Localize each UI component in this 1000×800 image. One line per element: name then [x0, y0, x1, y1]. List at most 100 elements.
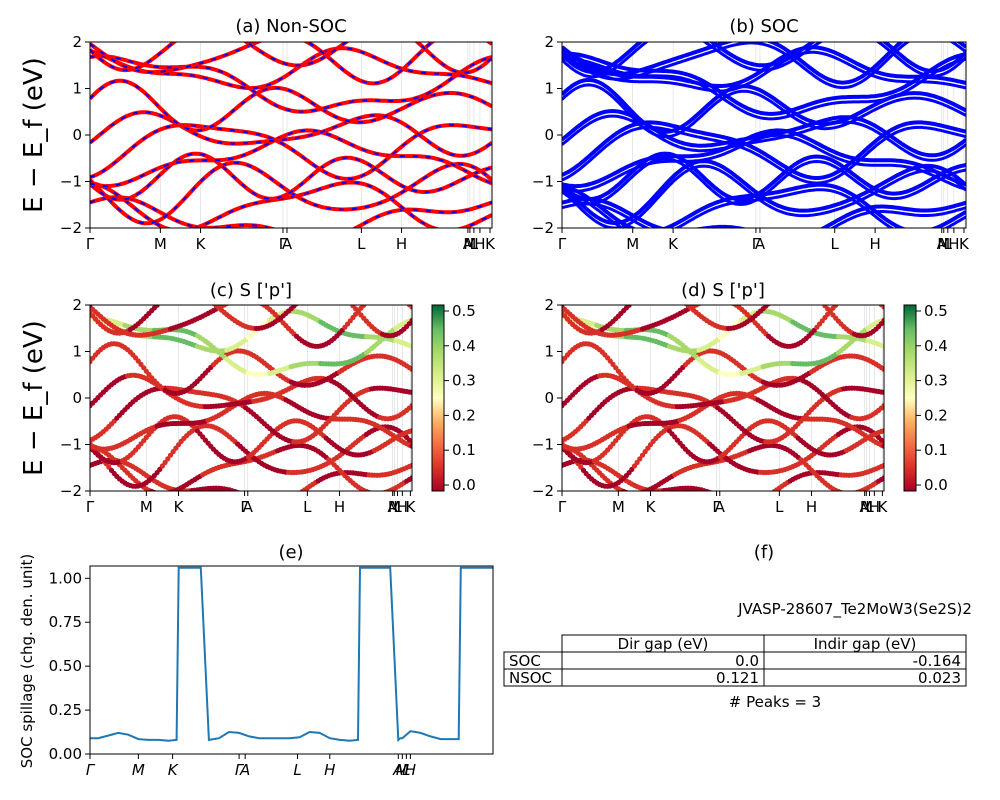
band-spin-down	[90, 79, 492, 132]
table-header-indir: Indir gap (eV)	[814, 635, 917, 653]
band-point	[160, 298, 165, 303]
band-point	[405, 305, 408, 306]
x-tick-label: H	[405, 761, 416, 779]
band-point	[262, 500, 267, 505]
band-point	[168, 292, 173, 297]
x-tick-label: H	[869, 235, 880, 253]
panel-e-ylabel: SOC spillage (chg. den. unit)	[18, 554, 36, 769]
y-tick-label: 1	[72, 80, 82, 98]
band-point	[298, 490, 301, 491]
spillage-layer	[90, 566, 493, 742]
band-point	[409, 428, 412, 434]
band-spin-up	[90, 195, 492, 228]
band-point	[661, 288, 666, 293]
x-tick-label: A	[392, 761, 403, 779]
band-point	[278, 500, 283, 505]
colorbar-tick-label: 0.0	[924, 476, 948, 494]
x-tick-label: Γ	[279, 235, 288, 253]
x-tick-label: L	[303, 498, 312, 516]
band-soc	[562, 128, 966, 189]
band-point	[316, 286, 321, 291]
colorbar-tick-label: 0.2	[924, 406, 948, 424]
band-point	[170, 449, 176, 455]
y-tick-label: 2	[544, 296, 554, 314]
band-point	[881, 317, 884, 324]
band-point	[380, 291, 385, 296]
band-point	[865, 293, 870, 298]
band-point	[291, 305, 297, 309]
band-point	[192, 289, 197, 294]
y-tick-label: 2	[544, 33, 554, 51]
band-point	[388, 291, 393, 296]
band-layer	[90, 286, 412, 505]
band-point	[332, 287, 337, 292]
band-point	[154, 305, 160, 308]
colorbar-tick-label: 0.3	[452, 372, 476, 390]
x-tick-label: Γ	[240, 498, 249, 516]
x-tick-label: L	[865, 498, 874, 516]
band-point	[745, 501, 750, 506]
band-spin-down	[90, 47, 492, 90]
band-point	[669, 292, 674, 297]
colorbar-c	[431, 304, 445, 492]
band-point	[289, 496, 294, 501]
band-point	[286, 497, 291, 502]
band-point	[651, 288, 656, 293]
x-tick-label: L	[831, 235, 840, 253]
band-point	[642, 449, 648, 455]
band-point	[726, 497, 731, 502]
band-point	[160, 491, 165, 496]
colorbar-tick-label: 0.3	[924, 372, 948, 390]
x-tick-label: L	[470, 235, 479, 253]
band-point	[844, 294, 849, 299]
x-tick-label: M	[612, 498, 625, 516]
x-tick-label: M	[154, 235, 167, 253]
band-point	[159, 463, 165, 469]
x-tick-label: K	[405, 498, 416, 516]
band-point	[851, 490, 853, 491]
band-point	[409, 366, 412, 372]
x-tick-label: A	[715, 498, 726, 516]
band-soc	[562, 196, 966, 228]
band-point	[409, 403, 412, 409]
y-tick-label: 0.75	[49, 613, 82, 631]
band-point	[329, 286, 334, 291]
band-point	[632, 491, 637, 496]
band-point	[675, 295, 680, 300]
band-point	[667, 290, 672, 295]
x-tick-label: H	[334, 498, 345, 516]
band-point	[881, 475, 884, 481]
x-tick-label: H	[474, 235, 485, 253]
x-tick-label: A	[755, 235, 766, 253]
band-point	[881, 366, 884, 372]
band-point	[881, 305, 884, 310]
band-point	[845, 490, 848, 491]
band-point	[742, 501, 747, 506]
band-soc-split	[562, 125, 966, 185]
band-point	[195, 290, 200, 295]
band-point	[804, 287, 809, 292]
band-point	[750, 500, 755, 505]
band-soc	[562, 51, 966, 116]
y-tick-label: −1	[532, 436, 554, 454]
band-point	[203, 295, 208, 300]
x-tick-label: K	[168, 761, 179, 779]
band-point	[257, 498, 262, 503]
band-point	[294, 493, 299, 498]
y-tick-label: −1	[60, 173, 82, 191]
band-point	[873, 298, 878, 303]
band-point	[254, 497, 259, 502]
x-tick-label: M	[140, 498, 153, 516]
x-tick-label: Γ	[558, 235, 567, 253]
band-point	[299, 296, 304, 301]
band-soc-split	[562, 164, 966, 228]
band-point	[310, 289, 315, 294]
band-point	[399, 296, 404, 301]
spillage-line	[90, 566, 493, 742]
band-point	[645, 289, 650, 294]
band-point	[307, 290, 312, 295]
band-point	[758, 497, 763, 502]
y-tick-label: 0.00	[49, 745, 82, 763]
axes-frame	[89, 41, 493, 229]
y-tick-label: −2	[60, 482, 82, 500]
